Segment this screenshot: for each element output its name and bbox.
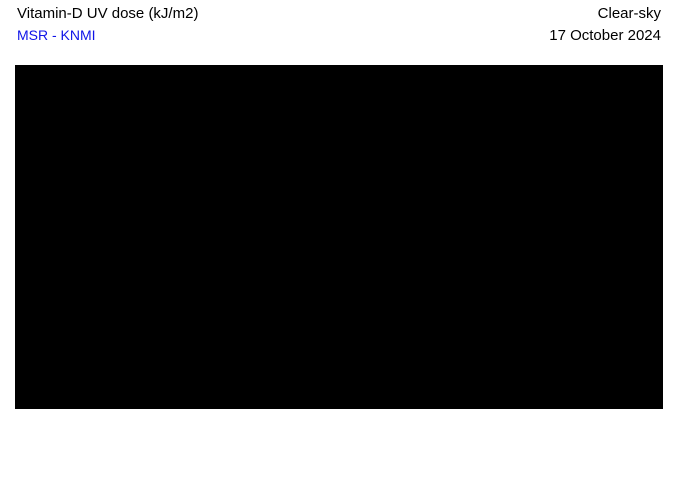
uv-dose-heatmap xyxy=(16,66,662,408)
left-axis-ticks xyxy=(11,66,16,408)
top-axis-ticks xyxy=(16,61,662,66)
colorbar-gradient xyxy=(16,438,662,459)
source-label: MSR - KNMI xyxy=(17,27,96,43)
map-plot-area xyxy=(16,66,662,408)
coastlines-and-gridlines xyxy=(16,66,662,408)
condition-label: Clear-sky xyxy=(597,5,661,22)
page-title: Vitamin-D UV dose (kJ/m2) xyxy=(17,5,199,22)
colorbar xyxy=(16,438,662,459)
right-axis-ticks xyxy=(663,66,668,408)
bottom-axis-ticks xyxy=(16,409,662,414)
date-label: 17 October 2024 xyxy=(549,27,661,44)
